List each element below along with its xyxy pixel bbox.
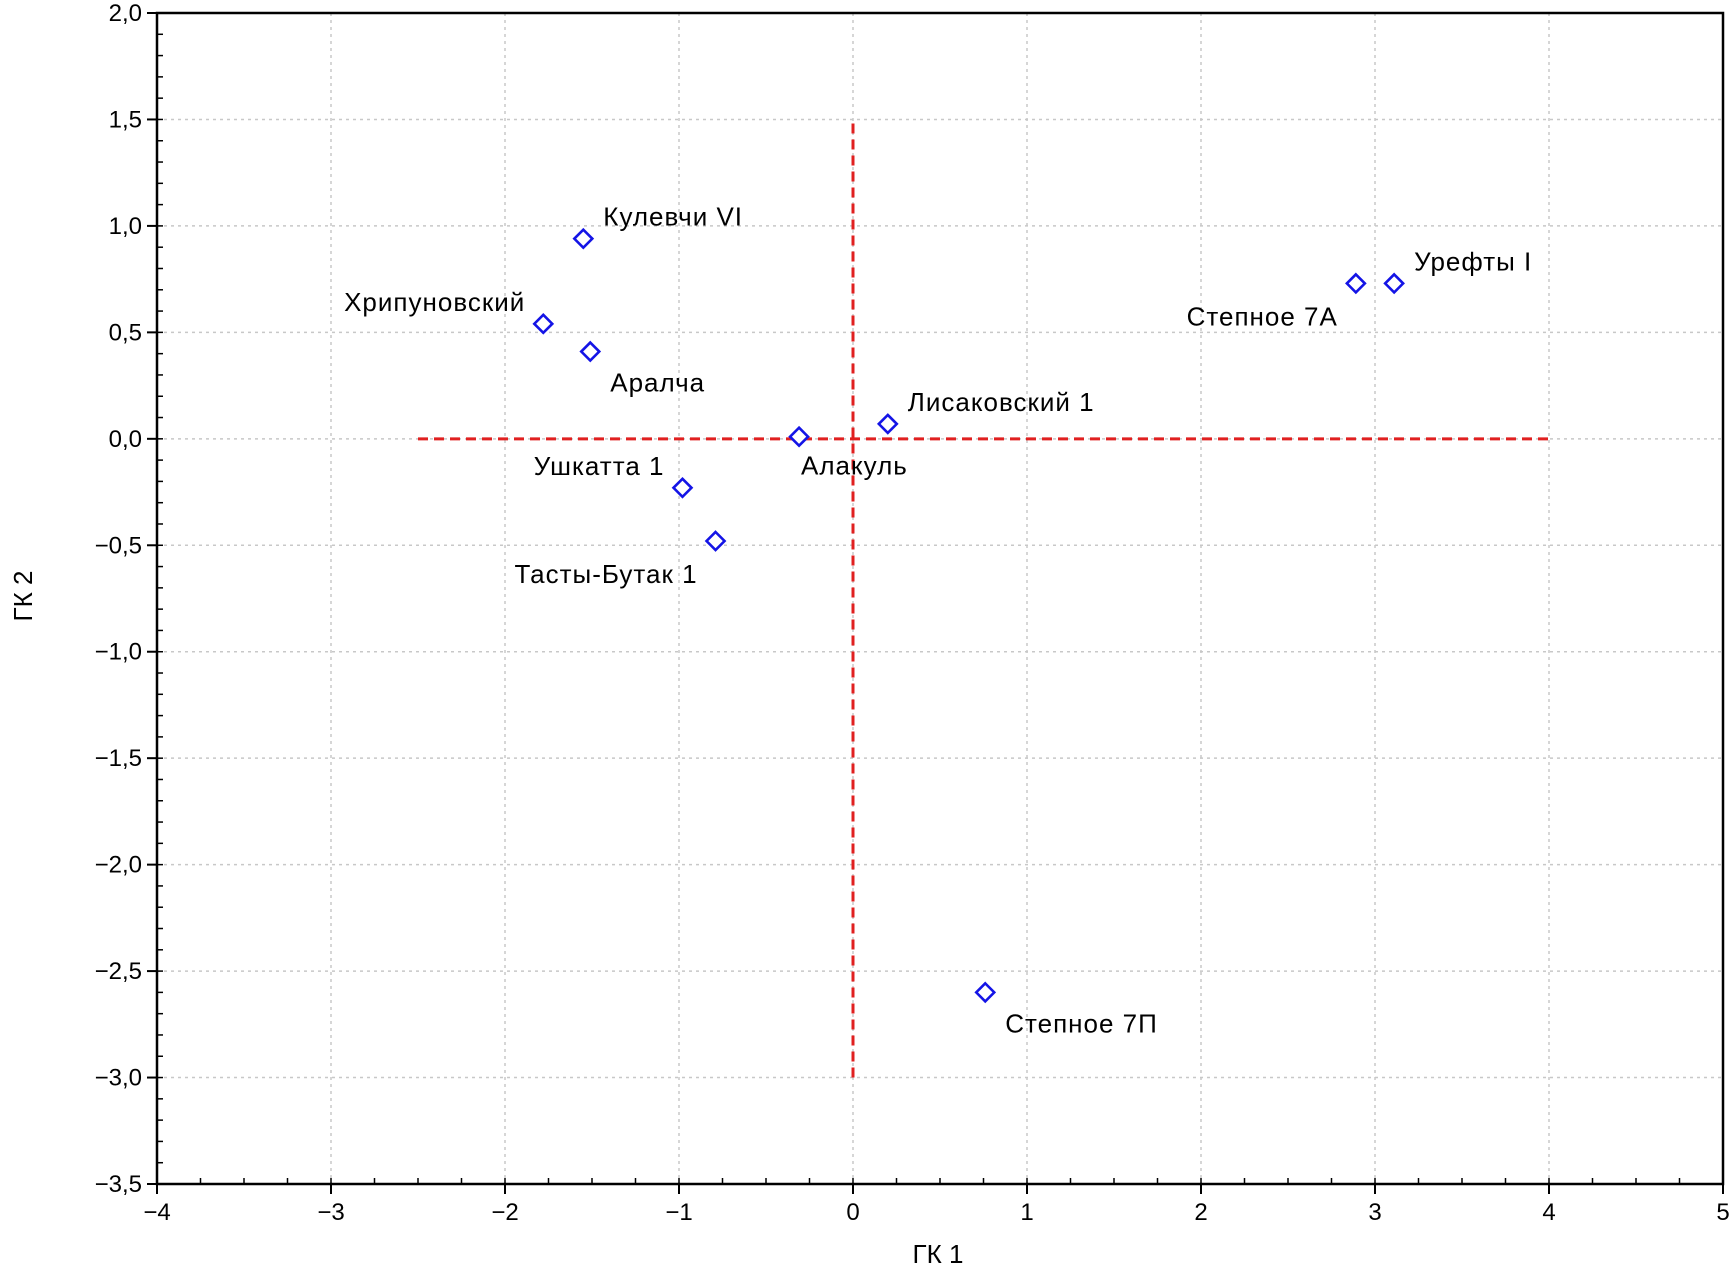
x-tick-label: 2	[1194, 1199, 1207, 1226]
data-point-marker	[788, 425, 810, 448]
x-tick-label: 0	[846, 1199, 859, 1226]
x-axis-title: ГК 1	[913, 1239, 964, 1269]
y-tick-label: −1,0	[95, 639, 142, 666]
y-tick-label: 1,0	[109, 213, 142, 240]
y-tick-label: −2,5	[95, 958, 142, 985]
data-point-label: Тасты-Бутак 1	[514, 559, 697, 589]
y-tick-label: 1,5	[109, 106, 142, 133]
data-point-marker	[532, 313, 555, 335]
data-point-label: Аралча	[610, 368, 705, 398]
data-point-marker	[1345, 272, 1367, 295]
data-point-marker	[671, 476, 694, 499]
y-tick-label: 0,5	[109, 319, 142, 346]
data-point-label: Алакуль	[801, 451, 908, 481]
x-tick-label: −1	[665, 1199, 692, 1226]
data-point-label: Степное 7А	[1187, 301, 1338, 331]
data-point-label: Лисаковский 1	[908, 387, 1095, 417]
y-tick-label: 0,0	[109, 426, 142, 453]
plot-frame	[155, 11, 1725, 1186]
data-points: Кулевчи VI Хрипуновский Аралча Алакуль Лисак…	[344, 202, 1532, 1039]
reference-lines	[418, 119, 1549, 1078]
x-tick-label: −3	[317, 1199, 344, 1226]
data-point-label: Ушкатта 1	[534, 451, 665, 481]
x-tick-label: 3	[1368, 1199, 1381, 1226]
x-tick-label: 4	[1542, 1199, 1555, 1226]
x-tick-label: 5	[1716, 1199, 1729, 1226]
data-point-label: Хрипуновский	[344, 287, 525, 317]
y-axis-ticks: 2,0 1,5 1,0 0,5 0,0 −0,5 −1,0 −1,5 −2,0 −2,5 −3,0 −…	[95, 0, 157, 1198]
data-point-label: Кулевчи VI	[603, 202, 743, 232]
y-tick-label: −3,0	[95, 1065, 142, 1092]
y-tick-label: −2,0	[95, 852, 142, 879]
x-tick-label: 1	[1020, 1199, 1033, 1226]
y-tick-label: 2,0	[109, 0, 142, 27]
data-point-marker	[579, 340, 602, 363]
grid-lines	[156, 12, 1724, 1185]
x-axis-ticks: −4 −3 −2 −1 0 1 2 3 4 5	[143, 1184, 1730, 1226]
data-point-label: Степное 7П	[1005, 1008, 1158, 1038]
data-point-marker	[974, 981, 997, 1004]
y-tick-label: −0,5	[95, 532, 142, 559]
data-point-marker	[876, 413, 899, 435]
y-tick-label: −3,5	[95, 1171, 142, 1198]
data-point-marker	[1383, 272, 1405, 295]
x-tick-label: −2	[491, 1199, 518, 1226]
data-point-marker	[704, 530, 727, 552]
data-point-marker	[572, 227, 595, 250]
y-axis-title: ГК 2	[8, 571, 38, 622]
y-tick-label: −1,5	[95, 745, 142, 772]
data-point-label: Урефты I	[1414, 246, 1532, 276]
x-tick-label: −4	[143, 1199, 170, 1226]
minor-ticks	[156, 12, 1724, 1185]
